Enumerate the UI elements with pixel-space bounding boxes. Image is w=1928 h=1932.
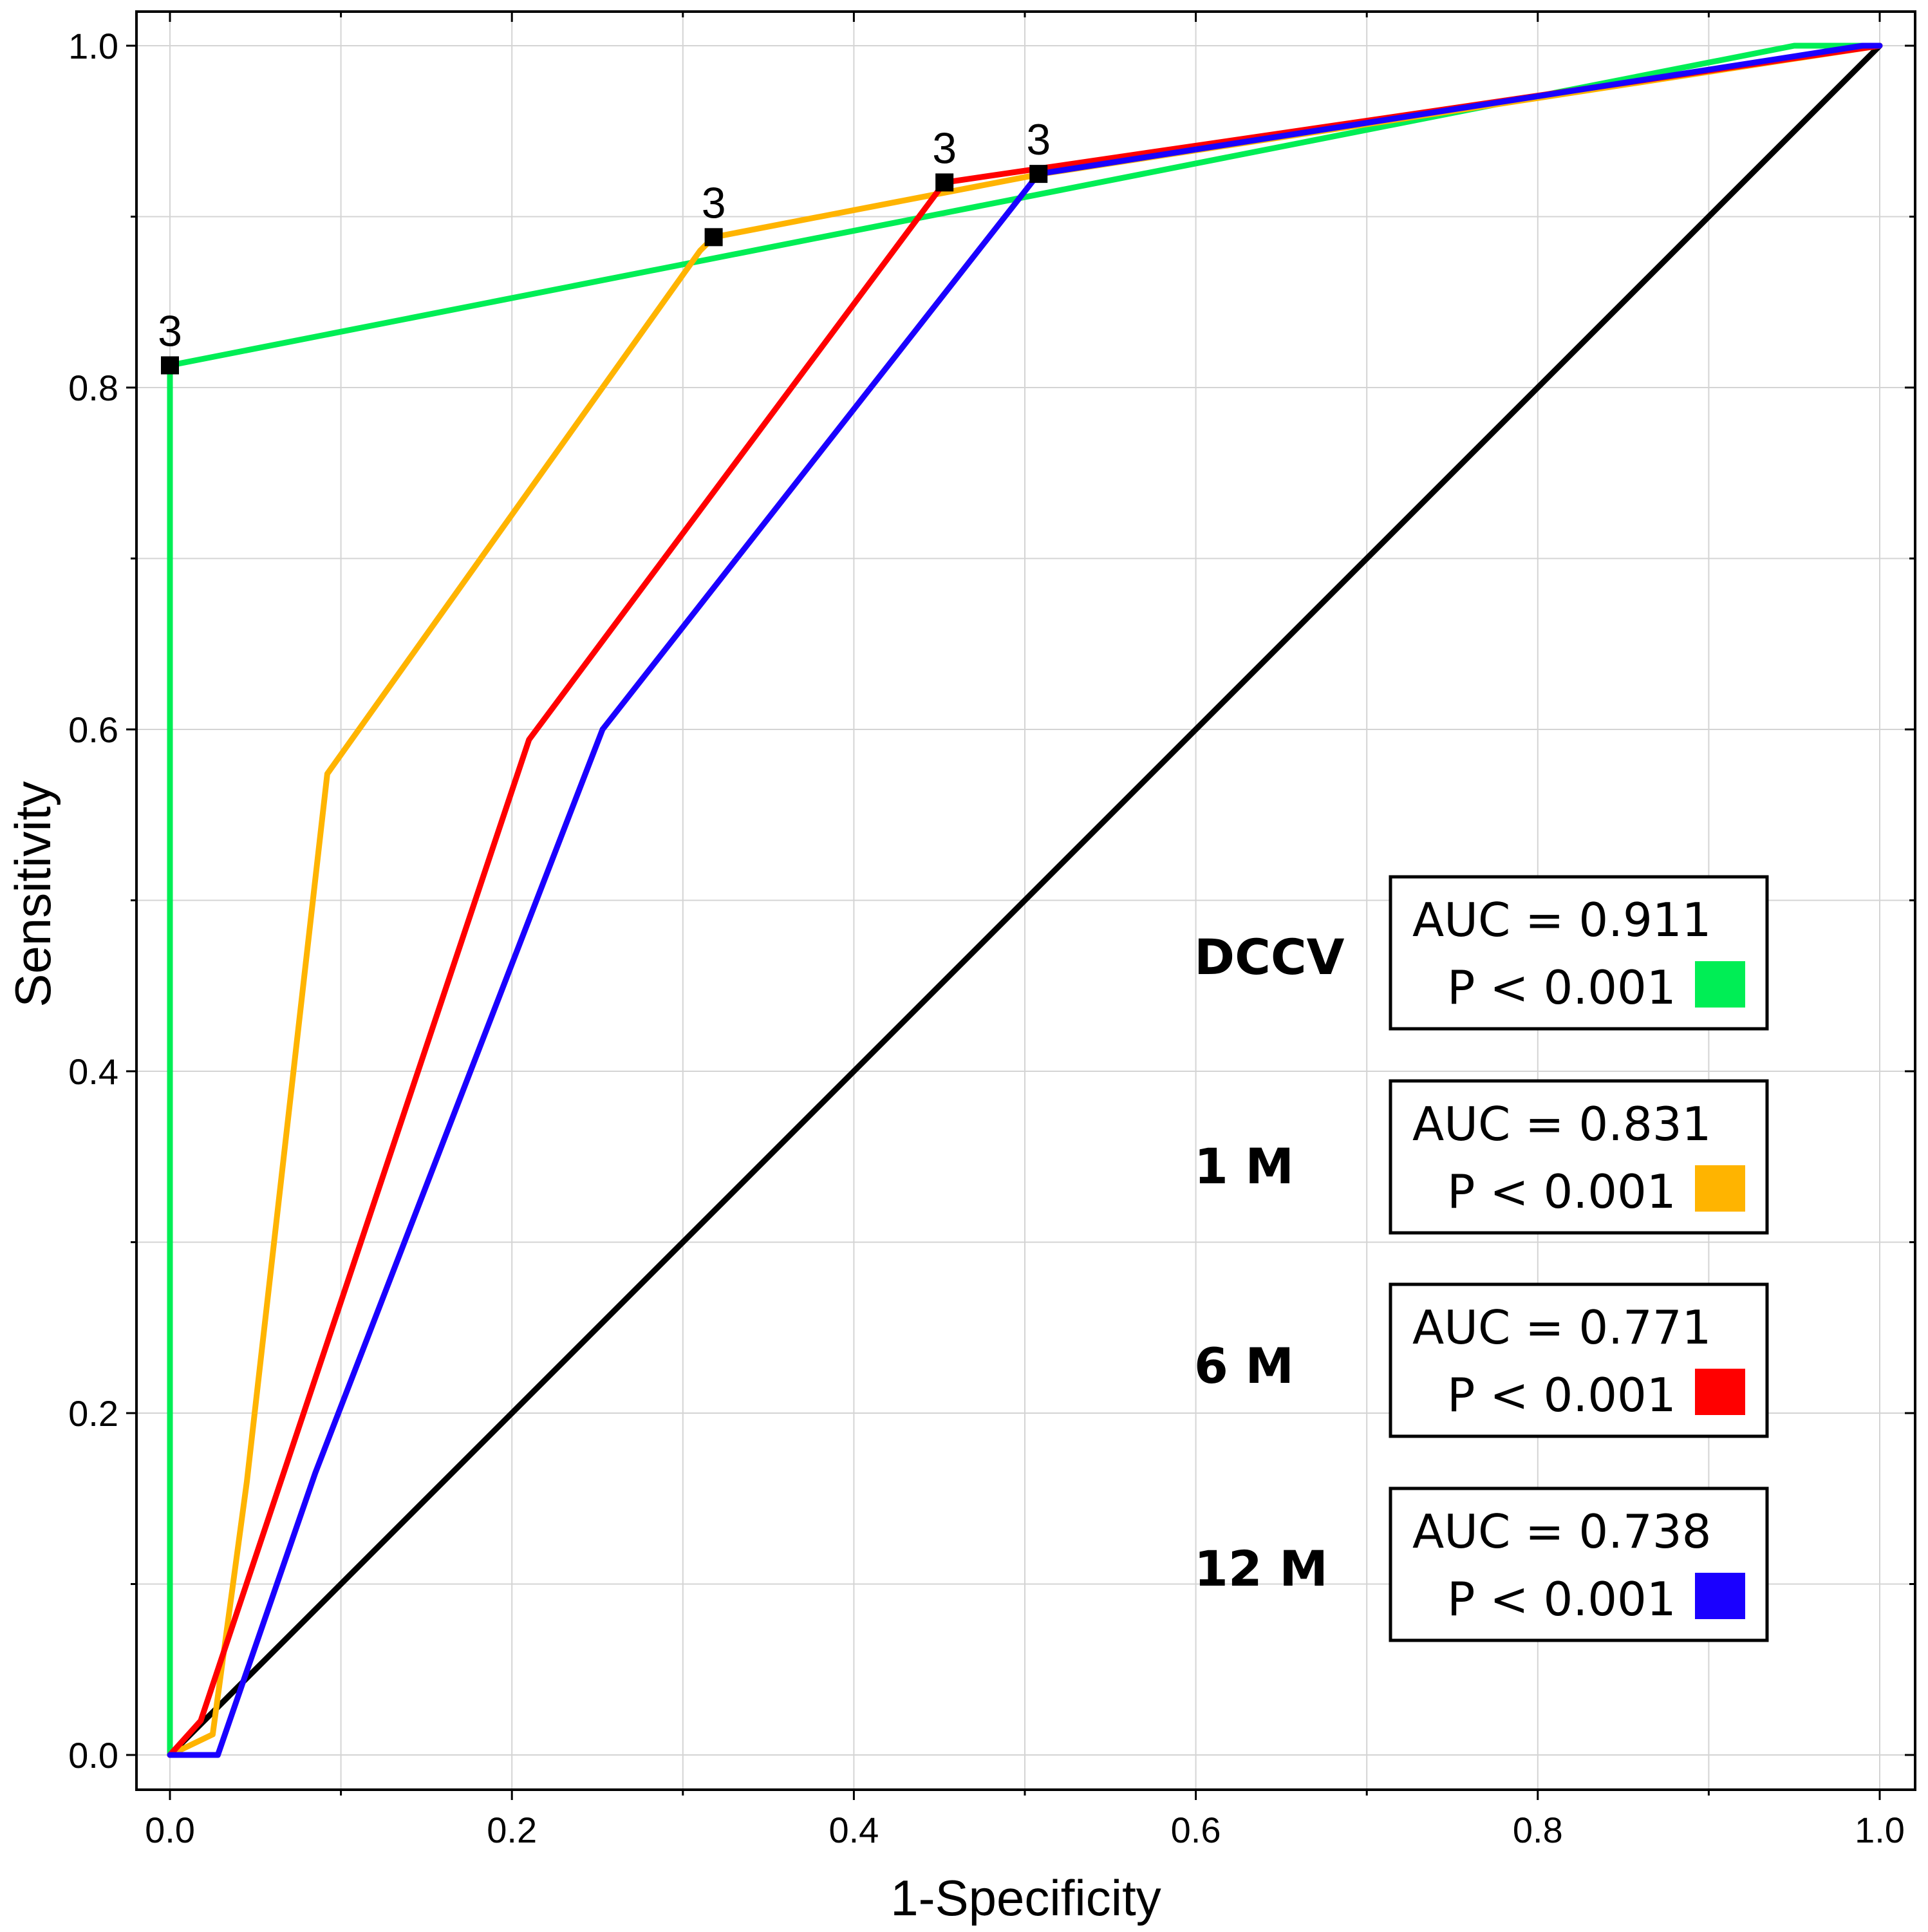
legend-group-label: 12 M [1194, 1540, 1328, 1597]
cutoff-markers: 3 3 3 3 [158, 115, 1051, 375]
y-axis-title: Sensitivity [5, 781, 61, 1007]
cutoff-label: 3 [932, 124, 957, 173]
y-tick-label: 0.4 [68, 1051, 118, 1092]
legend-swatch [1695, 1573, 1745, 1619]
series-line-1-m [167, 42, 1883, 1758]
legend-entry-12-m: 12 M AUC = 0.738 P < 0.001 [1194, 1487, 1769, 1642]
legend-auc: AUC = 0.831 [1412, 1097, 1711, 1151]
legend-p-value: P < 0.001 [1447, 1368, 1676, 1422]
legend-box [1389, 875, 1769, 1031]
x-tick-label: 0.2 [487, 1810, 537, 1850]
legend-p-value: P < 0.001 [1447, 961, 1676, 1015]
cutoff-marker [935, 173, 954, 192]
y-tick-label: 0.6 [68, 709, 118, 750]
series-line-dccv [167, 42, 1883, 1758]
cutoff-label: 3 [158, 306, 182, 355]
axis-ticks: 0.0 0.2 0.4 0.6 0.8 1.0 0.0 0.2 0.4 0.6 0.8 1.0 [68, 12, 1915, 1850]
legend: DCCV AUC = 0.911 P < 0.001 1 M AUC = 0.831 P … [1194, 875, 1769, 1642]
y-tick-label: 0.8 [68, 368, 118, 408]
legend-auc: AUC = 0.738 [1412, 1505, 1711, 1559]
x-tick-label: 0.8 [1513, 1810, 1563, 1850]
legend-group-label: 1 M [1194, 1138, 1294, 1195]
grid [136, 12, 1915, 1790]
roc-curves [167, 42, 1883, 1758]
legend-swatch [1695, 1369, 1745, 1415]
series-line-6-m [167, 42, 1883, 1758]
legend-entry-dccv: DCCV AUC = 0.911 P < 0.001 [1194, 875, 1769, 1031]
legend-group-label: DCCV [1194, 928, 1345, 986]
legend-entry-6-m: 6 M AUC = 0.771 P < 0.001 [1194, 1282, 1769, 1438]
series-line-12-m [167, 42, 1883, 1758]
y-tick-label: 0.2 [68, 1393, 118, 1434]
legend-group-label: 6 M [1194, 1337, 1294, 1394]
legend-swatch [1695, 961, 1745, 1008]
x-tick-label: 0.4 [828, 1810, 879, 1850]
cutoff-marker [1029, 165, 1048, 183]
legend-p-value: P < 0.001 [1447, 1572, 1676, 1626]
legend-auc: AUC = 0.911 [1412, 893, 1711, 947]
legend-swatch [1695, 1165, 1745, 1212]
cutoff-marker [161, 356, 179, 375]
legend-p-value: P < 0.001 [1447, 1165, 1676, 1219]
x-tick-label: 0.6 [1171, 1810, 1221, 1850]
x-tick-label: 0.0 [145, 1810, 195, 1850]
cutoff-label: 3 [1026, 115, 1051, 164]
y-tick-label: 0.0 [68, 1735, 118, 1776]
x-axis-title: 1-Specificity [890, 1870, 1161, 1926]
y-tick-label: 1.0 [68, 26, 118, 66]
x-tick-label: 1.0 [1855, 1810, 1905, 1850]
cutoff-label: 3 [702, 178, 726, 227]
cutoff-marker [704, 228, 723, 247]
series-line-reference [167, 42, 1883, 1758]
legend-entry-1-m: 1 M AUC = 0.831 P < 0.001 [1194, 1079, 1769, 1235]
legend-auc: AUC = 0.771 [1412, 1300, 1711, 1355]
